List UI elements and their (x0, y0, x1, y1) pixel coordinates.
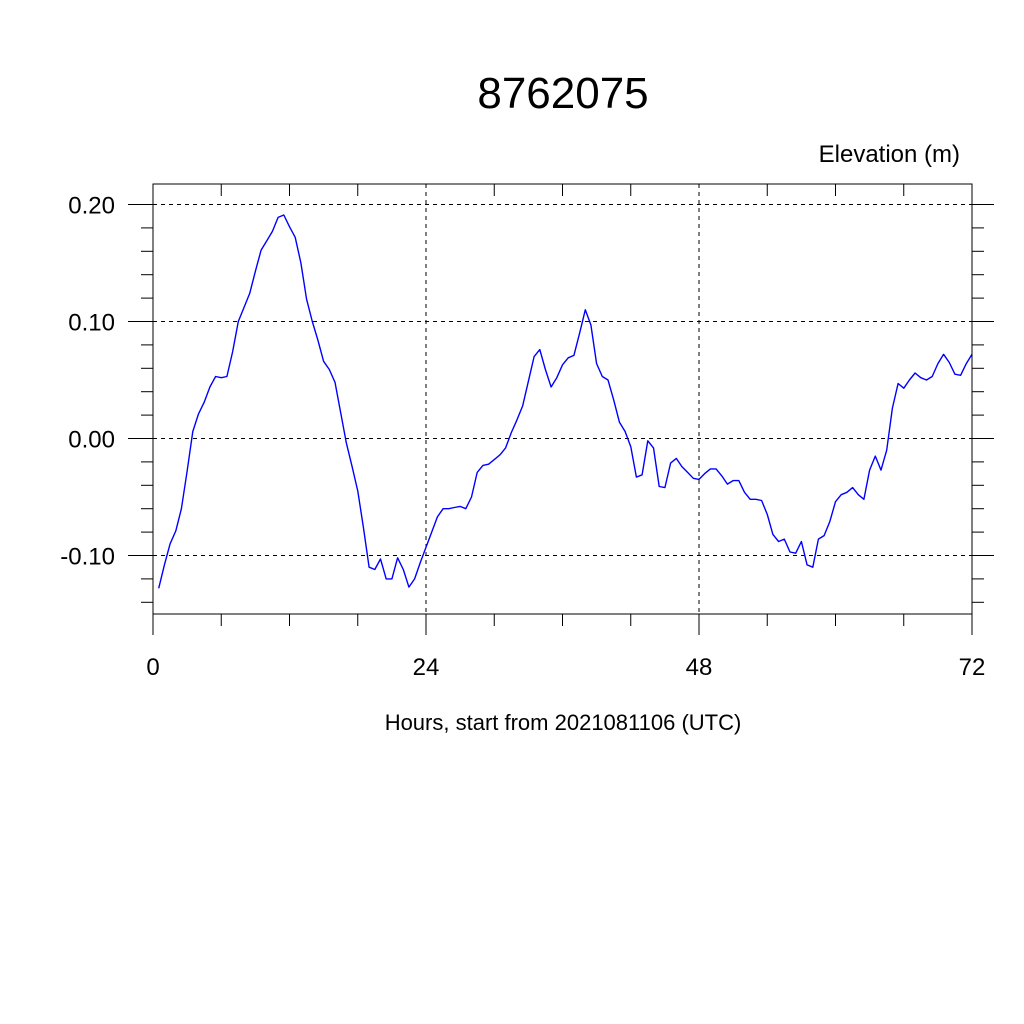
y-tick-label: -0.10 (60, 544, 115, 571)
y-axis-label: Elevation (m) (819, 141, 960, 168)
x-tick-label: 48 (686, 654, 713, 681)
axis-ticks (128, 183, 994, 635)
series-line-elevation (158, 214, 973, 589)
chart-title: 8762075 (477, 69, 648, 118)
grid-lines (153, 184, 972, 614)
series-layer (158, 214, 973, 589)
plot-frame (152, 183, 973, 615)
x-tick-label: 24 (413, 654, 440, 681)
y-tick-label: 0.20 (68, 193, 115, 220)
y-tick-label: 0.00 (68, 427, 115, 454)
x-tick-label: 72 (959, 654, 986, 681)
x-axis-label: Hours, start from 2021081106 (UTC) (385, 710, 742, 735)
tick-labels: -0.10 0.00 0.10 0.20 0 24 48 72 (60, 193, 985, 682)
x-tick-label: 0 (146, 654, 159, 681)
y-tick-label: 0.10 (68, 310, 115, 337)
